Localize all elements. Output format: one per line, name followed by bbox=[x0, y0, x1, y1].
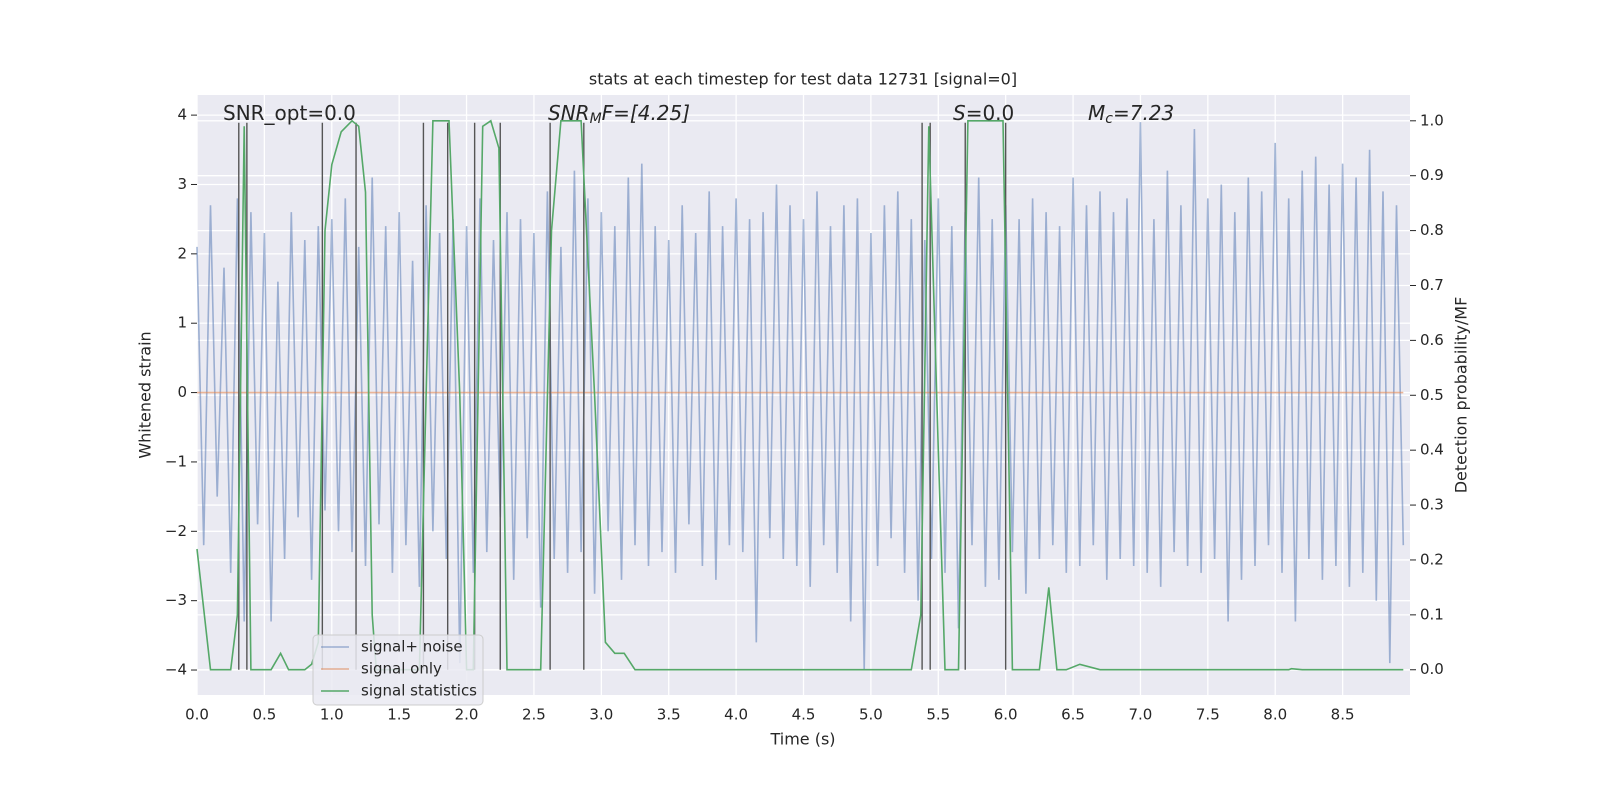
x-tick-label: 0.0 bbox=[185, 706, 209, 724]
x-tick-label: 3.5 bbox=[657, 706, 681, 724]
y-axis-label: Whitened strain bbox=[136, 331, 155, 458]
x-tick-label: 4.0 bbox=[724, 706, 748, 724]
x-tick-label: 4.5 bbox=[792, 706, 816, 724]
y-tick-label: −2 bbox=[165, 522, 187, 540]
annotation-sub: M bbox=[590, 111, 602, 127]
legend-label: signal only bbox=[361, 660, 442, 678]
x-tick-label: 2.5 bbox=[522, 706, 546, 724]
y-tick-label: 1 bbox=[177, 314, 187, 332]
y2-tick-label: 0.4 bbox=[1420, 441, 1444, 459]
y2-tick-label: 0.9 bbox=[1420, 166, 1444, 184]
x-tick-label: 5.0 bbox=[859, 706, 883, 724]
y-tick-label: −4 bbox=[165, 661, 187, 679]
annotation: SNR_opt=0.0 bbox=[223, 101, 356, 125]
chart-title: stats at each timestep for test data 127… bbox=[589, 70, 1017, 89]
y2-tick-label: 0.0 bbox=[1420, 660, 1444, 678]
annotation-sub: c bbox=[1105, 111, 1113, 127]
annotation-rest: =7.23 bbox=[1113, 101, 1174, 125]
y2-tick-label: 0.7 bbox=[1420, 276, 1444, 294]
x-tick-label: 6.0 bbox=[994, 706, 1018, 724]
x-tick-label: 7.0 bbox=[1129, 706, 1153, 724]
y-tick-label: 2 bbox=[177, 244, 187, 262]
annotation-main: S bbox=[953, 101, 966, 125]
y2-tick-label: 0.6 bbox=[1420, 331, 1444, 349]
legend-box bbox=[312, 634, 484, 706]
x-tick-label: 1.5 bbox=[387, 706, 411, 724]
y2-tick-label: 0.1 bbox=[1420, 605, 1444, 623]
legend-label: signal statistics bbox=[361, 682, 477, 700]
x-tick-label: 7.5 bbox=[1196, 706, 1220, 724]
annotation-rest: =0.0 bbox=[966, 101, 1015, 125]
x-axis-label: Time (s) bbox=[769, 730, 835, 749]
x-tick-label: 8.0 bbox=[1263, 706, 1287, 724]
annotation-main: SNR_opt=0.0 bbox=[223, 101, 356, 125]
x-tick-label: 0.5 bbox=[252, 706, 276, 724]
x-tick-label: 3.0 bbox=[589, 706, 613, 724]
y2-tick-label: 0.5 bbox=[1420, 386, 1444, 404]
annotation: Mc=7.23 bbox=[1088, 101, 1174, 128]
y-tick-label: 0 bbox=[177, 383, 187, 401]
annotation-rest: F=[4.25] bbox=[602, 101, 690, 125]
x-tick-label: 2.0 bbox=[455, 706, 479, 724]
annotation-main: M bbox=[1088, 101, 1105, 125]
x-tick-label: 5.5 bbox=[926, 706, 950, 724]
y2-tick-label: 0.8 bbox=[1420, 221, 1444, 239]
x-tick-label: 1.0 bbox=[320, 706, 344, 724]
y-tick-label: −1 bbox=[165, 452, 187, 470]
series-line bbox=[196, 119, 1404, 671]
y2-tick-label: 0.2 bbox=[1420, 550, 1444, 568]
legend-label: signal+ noise bbox=[361, 638, 463, 656]
y-tick-label: −3 bbox=[165, 591, 187, 609]
annotation: SNRMF=[4.25] bbox=[548, 101, 690, 128]
annotation: S=0.0 bbox=[953, 101, 1014, 125]
y-tick-label: 4 bbox=[177, 106, 187, 124]
y-tick-label: 3 bbox=[177, 175, 187, 193]
x-tick-label: 6.5 bbox=[1061, 706, 1085, 724]
y2-tick-label: 1.0 bbox=[1420, 111, 1444, 129]
y2-axis-label: Detection probability/MF bbox=[1452, 297, 1471, 494]
y2-tick-label: 0.3 bbox=[1420, 496, 1444, 514]
annotation-main: SNR bbox=[548, 101, 590, 125]
x-tick-label: 8.5 bbox=[1331, 706, 1355, 724]
